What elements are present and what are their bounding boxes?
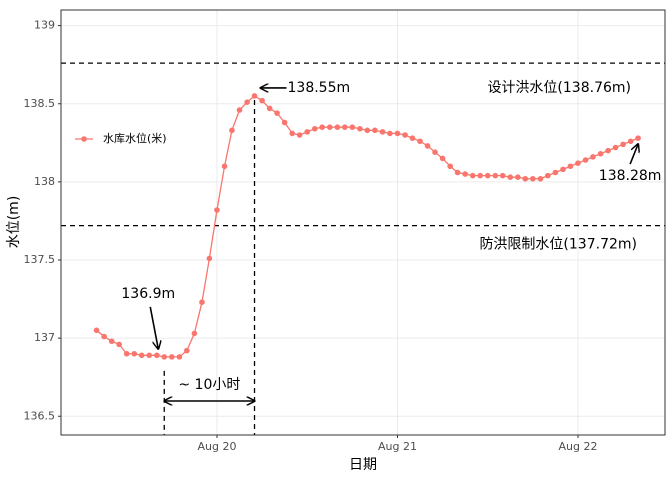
data-point (191, 330, 198, 337)
data-point (101, 333, 107, 340)
data-point (289, 130, 296, 137)
data-point (515, 174, 521, 180)
data-point (364, 127, 371, 134)
y-tick-label: 137.5 (24, 253, 56, 266)
y-tick-label: 136.5 (24, 409, 56, 422)
data-point (484, 172, 491, 179)
reference-label: 设计洪水位(138.76m) (487, 80, 631, 96)
data-point (349, 124, 356, 130)
data-point (304, 129, 311, 135)
reference-label: 防洪限制水位(137.72m) (479, 237, 637, 253)
panel (61, 10, 665, 435)
data-point (522, 175, 529, 182)
data-point (477, 172, 483, 179)
data-point (138, 352, 145, 359)
data-point (108, 338, 115, 345)
data-point (296, 132, 303, 138)
data-point (266, 105, 273, 112)
data-point (206, 255, 213, 262)
data-point (334, 124, 341, 130)
data-point (552, 169, 559, 176)
data-point (605, 147, 611, 154)
y-tick-label: 137 (34, 331, 55, 344)
x-axis-label: 日期 (349, 457, 377, 473)
label-arrow (629, 144, 638, 165)
data-point (507, 174, 514, 180)
data-point (409, 135, 416, 141)
y-tick-label: 138.5 (24, 97, 56, 110)
data-point (417, 138, 423, 145)
data-point (597, 150, 604, 157)
data-point (251, 93, 258, 99)
data-point (492, 172, 499, 179)
data-point (229, 127, 235, 134)
point-label: 138.55m (288, 80, 351, 96)
data-point (394, 130, 401, 137)
data-point (93, 327, 100, 334)
data-point (567, 163, 574, 170)
data-point (499, 172, 506, 179)
data-point (454, 169, 461, 176)
data-point (326, 124, 333, 130)
data-point (612, 144, 619, 151)
y-tick-label: 138 (34, 175, 55, 188)
x-tick-label: Aug 20 (197, 440, 236, 453)
data-point (341, 124, 348, 130)
data-point (259, 97, 265, 104)
data-point (123, 350, 130, 357)
data-point (146, 352, 153, 359)
data-point (199, 299, 205, 305)
point-label: 138.28m (599, 168, 662, 184)
data-point (582, 157, 589, 163)
data-point (214, 207, 220, 213)
data-point (424, 143, 431, 149)
data-point (236, 107, 243, 113)
data-point (439, 155, 446, 162)
data-point (635, 135, 641, 141)
point-label: 136.9m (121, 286, 175, 302)
x-tick-label: Aug 21 (378, 440, 417, 453)
x-tick-label: Aug 22 (559, 440, 598, 453)
panel-border (60, 9, 666, 436)
data-point (161, 354, 168, 360)
data-point (627, 138, 634, 145)
y-tick-label: 139 (34, 19, 55, 32)
data-point (244, 99, 250, 105)
data-point (545, 172, 551, 179)
data-point (357, 125, 363, 132)
data-point (116, 341, 122, 348)
data-point (169, 354, 175, 360)
legend-marker (81, 136, 87, 142)
data-point (312, 125, 318, 132)
data-point (590, 154, 596, 160)
data-point (432, 149, 438, 155)
data-point (620, 141, 626, 148)
data-point (319, 124, 326, 130)
data-point (176, 354, 183, 360)
data-point (184, 347, 190, 354)
interval-label: ~ 10小时 (178, 377, 240, 393)
data-point (131, 350, 138, 357)
data-point (274, 110, 280, 116)
legend-label: 水库水位(米) (103, 131, 167, 145)
data-point (462, 171, 468, 177)
data-point (447, 163, 453, 170)
y-axis-label: 水位(m) (6, 196, 22, 249)
data-point (281, 119, 288, 126)
data-point (469, 172, 476, 179)
data-point (560, 166, 566, 173)
data-point (402, 132, 408, 138)
data-point (530, 175, 536, 182)
data-point (379, 129, 386, 135)
label-arrow (149, 306, 158, 349)
data-point (221, 163, 228, 170)
data-point (537, 175, 544, 182)
data-point (154, 352, 160, 359)
data-point (575, 160, 581, 166)
data-point (372, 127, 378, 134)
data-point (387, 130, 393, 137)
